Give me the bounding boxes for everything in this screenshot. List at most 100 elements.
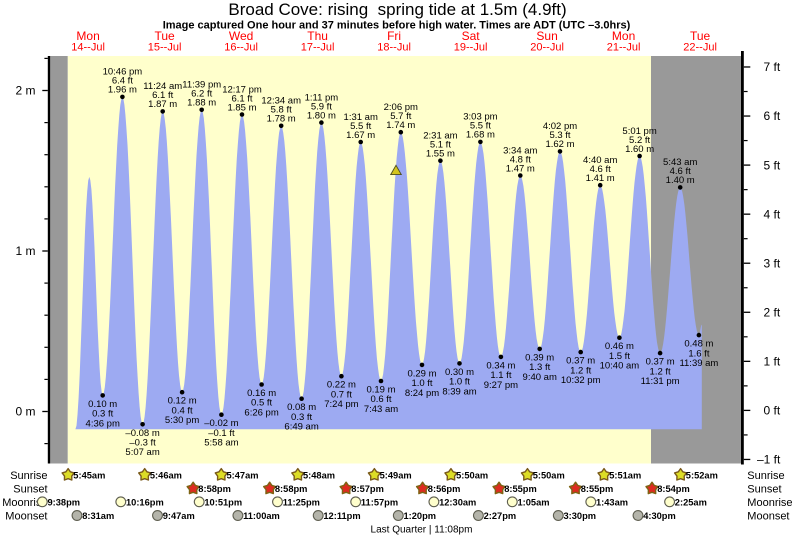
svg-text:Image captured One hour and 37: Image captured One hour and 37 minutes b… xyxy=(163,20,631,32)
svg-text:1.47 m: 1.47 m xyxy=(506,163,535,174)
svg-text:2:25am: 2:25am xyxy=(675,498,707,508)
svg-text:3:34 am: 3:34 am xyxy=(503,145,537,156)
svg-text:5:07 am: 5:07 am xyxy=(125,447,159,458)
svg-text:1.88 m: 1.88 m xyxy=(187,98,216,109)
svg-text:5:45am: 5:45am xyxy=(73,471,105,481)
svg-text:2:31 am: 2:31 am xyxy=(423,131,457,142)
svg-text:5:30 pm: 5:30 pm xyxy=(165,415,199,426)
svg-text:9:40 am: 9:40 am xyxy=(523,372,557,383)
svg-text:8:55pm: 8:55pm xyxy=(504,484,537,494)
svg-text:5:50am: 5:50am xyxy=(533,471,565,481)
svg-text:0.37 m: 0.37 m xyxy=(646,357,675,368)
svg-text:1.55 m: 1.55 m xyxy=(426,149,455,160)
svg-text:Tue: Tue xyxy=(154,29,175,43)
svg-text:15--Jul: 15--Jul xyxy=(148,42,182,54)
svg-text:0 m: 0 m xyxy=(15,405,35,419)
svg-text:5:48am: 5:48am xyxy=(303,471,335,481)
svg-text:8:58pm: 8:58pm xyxy=(198,484,231,494)
svg-text:0.29 m: 0.29 m xyxy=(407,368,436,379)
svg-text:11:39 am: 11:39 am xyxy=(679,358,718,369)
svg-text:1.62 m: 1.62 m xyxy=(545,139,574,150)
svg-text:0 ft: 0 ft xyxy=(764,404,781,418)
svg-text:–0.08 m: –0.08 m xyxy=(125,428,159,439)
svg-text:1.78 m: 1.78 m xyxy=(267,114,296,125)
svg-text:11:57pm: 11:57pm xyxy=(361,498,398,508)
svg-text:Wed: Wed xyxy=(229,29,253,43)
svg-text:0.7 ft: 0.7 ft xyxy=(331,389,352,400)
svg-text:2:27pm: 2:27pm xyxy=(484,511,517,521)
svg-text:Sunset: Sunset xyxy=(13,484,47,496)
svg-text:5.1 ft: 5.1 ft xyxy=(430,140,451,151)
svg-text:7 ft: 7 ft xyxy=(764,60,781,74)
svg-text:5.9 ft: 5.9 ft xyxy=(311,101,332,112)
svg-text:1:05am: 1:05am xyxy=(518,498,550,508)
svg-text:4:30pm: 4:30pm xyxy=(643,511,676,521)
svg-text:5.8 ft: 5.8 ft xyxy=(271,105,292,116)
svg-text:11:25pm: 11:25pm xyxy=(283,498,320,508)
svg-text:4 ft: 4 ft xyxy=(764,207,781,221)
svg-text:0.12 m: 0.12 m xyxy=(168,396,197,407)
svg-text:–0.1 ft: –0.1 ft xyxy=(208,428,235,439)
svg-text:1.5 ft: 1.5 ft xyxy=(609,351,630,362)
svg-text:4:36 pm: 4:36 pm xyxy=(86,418,120,429)
svg-text:17--Jul: 17--Jul xyxy=(301,42,335,54)
svg-text:5:50am: 5:50am xyxy=(456,471,488,481)
svg-text:4.6 ft: 4.6 ft xyxy=(670,166,691,177)
svg-text:10:16pm: 10:16pm xyxy=(126,498,164,508)
svg-text:5.3 ft: 5.3 ft xyxy=(549,130,570,141)
svg-text:1.85 m: 1.85 m xyxy=(227,102,256,113)
svg-text:2 m: 2 m xyxy=(15,84,35,98)
svg-text:5:47am: 5:47am xyxy=(227,471,259,481)
svg-text:1:20pm: 1:20pm xyxy=(404,511,437,521)
svg-text:1:31 am: 1:31 am xyxy=(344,112,378,123)
svg-text:8:31am: 8:31am xyxy=(82,511,114,521)
svg-text:12:17 pm: 12:17 pm xyxy=(222,84,262,95)
svg-text:Sun: Sun xyxy=(536,29,557,43)
svg-text:6.1 ft: 6.1 ft xyxy=(231,93,252,104)
svg-text:4.6 ft: 4.6 ft xyxy=(590,164,611,175)
svg-text:0.3 ft: 0.3 ft xyxy=(291,412,312,423)
svg-text:16--Jul: 16--Jul xyxy=(224,42,258,54)
svg-text:1.68 m: 1.68 m xyxy=(466,130,495,141)
svg-text:1.60 m: 1.60 m xyxy=(625,144,654,155)
svg-text:5:49am: 5:49am xyxy=(380,471,412,481)
svg-text:0.4 ft: 0.4 ft xyxy=(172,405,193,416)
svg-text:21--Jul: 21--Jul xyxy=(607,42,641,54)
svg-text:1.0 ft: 1.0 ft xyxy=(449,377,470,388)
svg-text:19--Jul: 19--Jul xyxy=(454,42,488,54)
svg-text:11:00am: 11:00am xyxy=(243,511,280,521)
svg-text:Sunrise: Sunrise xyxy=(10,470,47,482)
svg-text:8:55pm: 8:55pm xyxy=(581,484,614,494)
svg-text:1:11 pm: 1:11 pm xyxy=(305,92,339,103)
svg-text:5.2 ft: 5.2 ft xyxy=(629,135,650,146)
svg-text:0.16 m: 0.16 m xyxy=(247,388,276,399)
svg-text:Sat: Sat xyxy=(462,29,481,43)
svg-text:5 ft: 5 ft xyxy=(764,158,781,172)
svg-text:6.1 ft: 6.1 ft xyxy=(152,90,173,101)
svg-text:3:30pm: 3:30pm xyxy=(564,511,597,521)
svg-text:6.4 ft: 6.4 ft xyxy=(112,76,133,87)
svg-text:0.39 m: 0.39 m xyxy=(525,352,554,363)
svg-text:0.34 m: 0.34 m xyxy=(486,360,515,371)
svg-text:3:03 pm: 3:03 pm xyxy=(463,112,497,123)
svg-text:Fri: Fri xyxy=(387,29,401,43)
svg-text:6:49 am: 6:49 am xyxy=(284,422,318,433)
svg-text:5:51am: 5:51am xyxy=(609,471,641,481)
svg-text:5.5 ft: 5.5 ft xyxy=(350,121,371,132)
svg-text:0.22 m: 0.22 m xyxy=(327,380,356,391)
svg-text:Mon: Mon xyxy=(612,29,635,43)
svg-text:8:58pm: 8:58pm xyxy=(275,484,308,494)
svg-text:20--Jul: 20--Jul xyxy=(530,42,564,54)
svg-text:8:57pm: 8:57pm xyxy=(351,484,384,494)
svg-text:0.08 m: 0.08 m xyxy=(287,402,316,413)
svg-text:8:54pm: 8:54pm xyxy=(657,484,690,494)
svg-text:11:31 pm: 11:31 pm xyxy=(641,376,680,387)
svg-text:1.2 ft: 1.2 ft xyxy=(570,365,591,376)
svg-text:1:43am: 1:43am xyxy=(596,498,628,508)
svg-text:2:06 pm: 2:06 pm xyxy=(384,102,418,113)
svg-text:12:30am: 12:30am xyxy=(439,498,476,508)
svg-text:11:39 pm: 11:39 pm xyxy=(182,80,221,91)
svg-text:Sunrise: Sunrise xyxy=(747,470,784,482)
svg-text:0.30 m: 0.30 m xyxy=(445,367,474,378)
svg-text:Broad Cove: rising spring tid: Broad Cove: rising spring tide at 1.5m (… xyxy=(228,0,566,19)
